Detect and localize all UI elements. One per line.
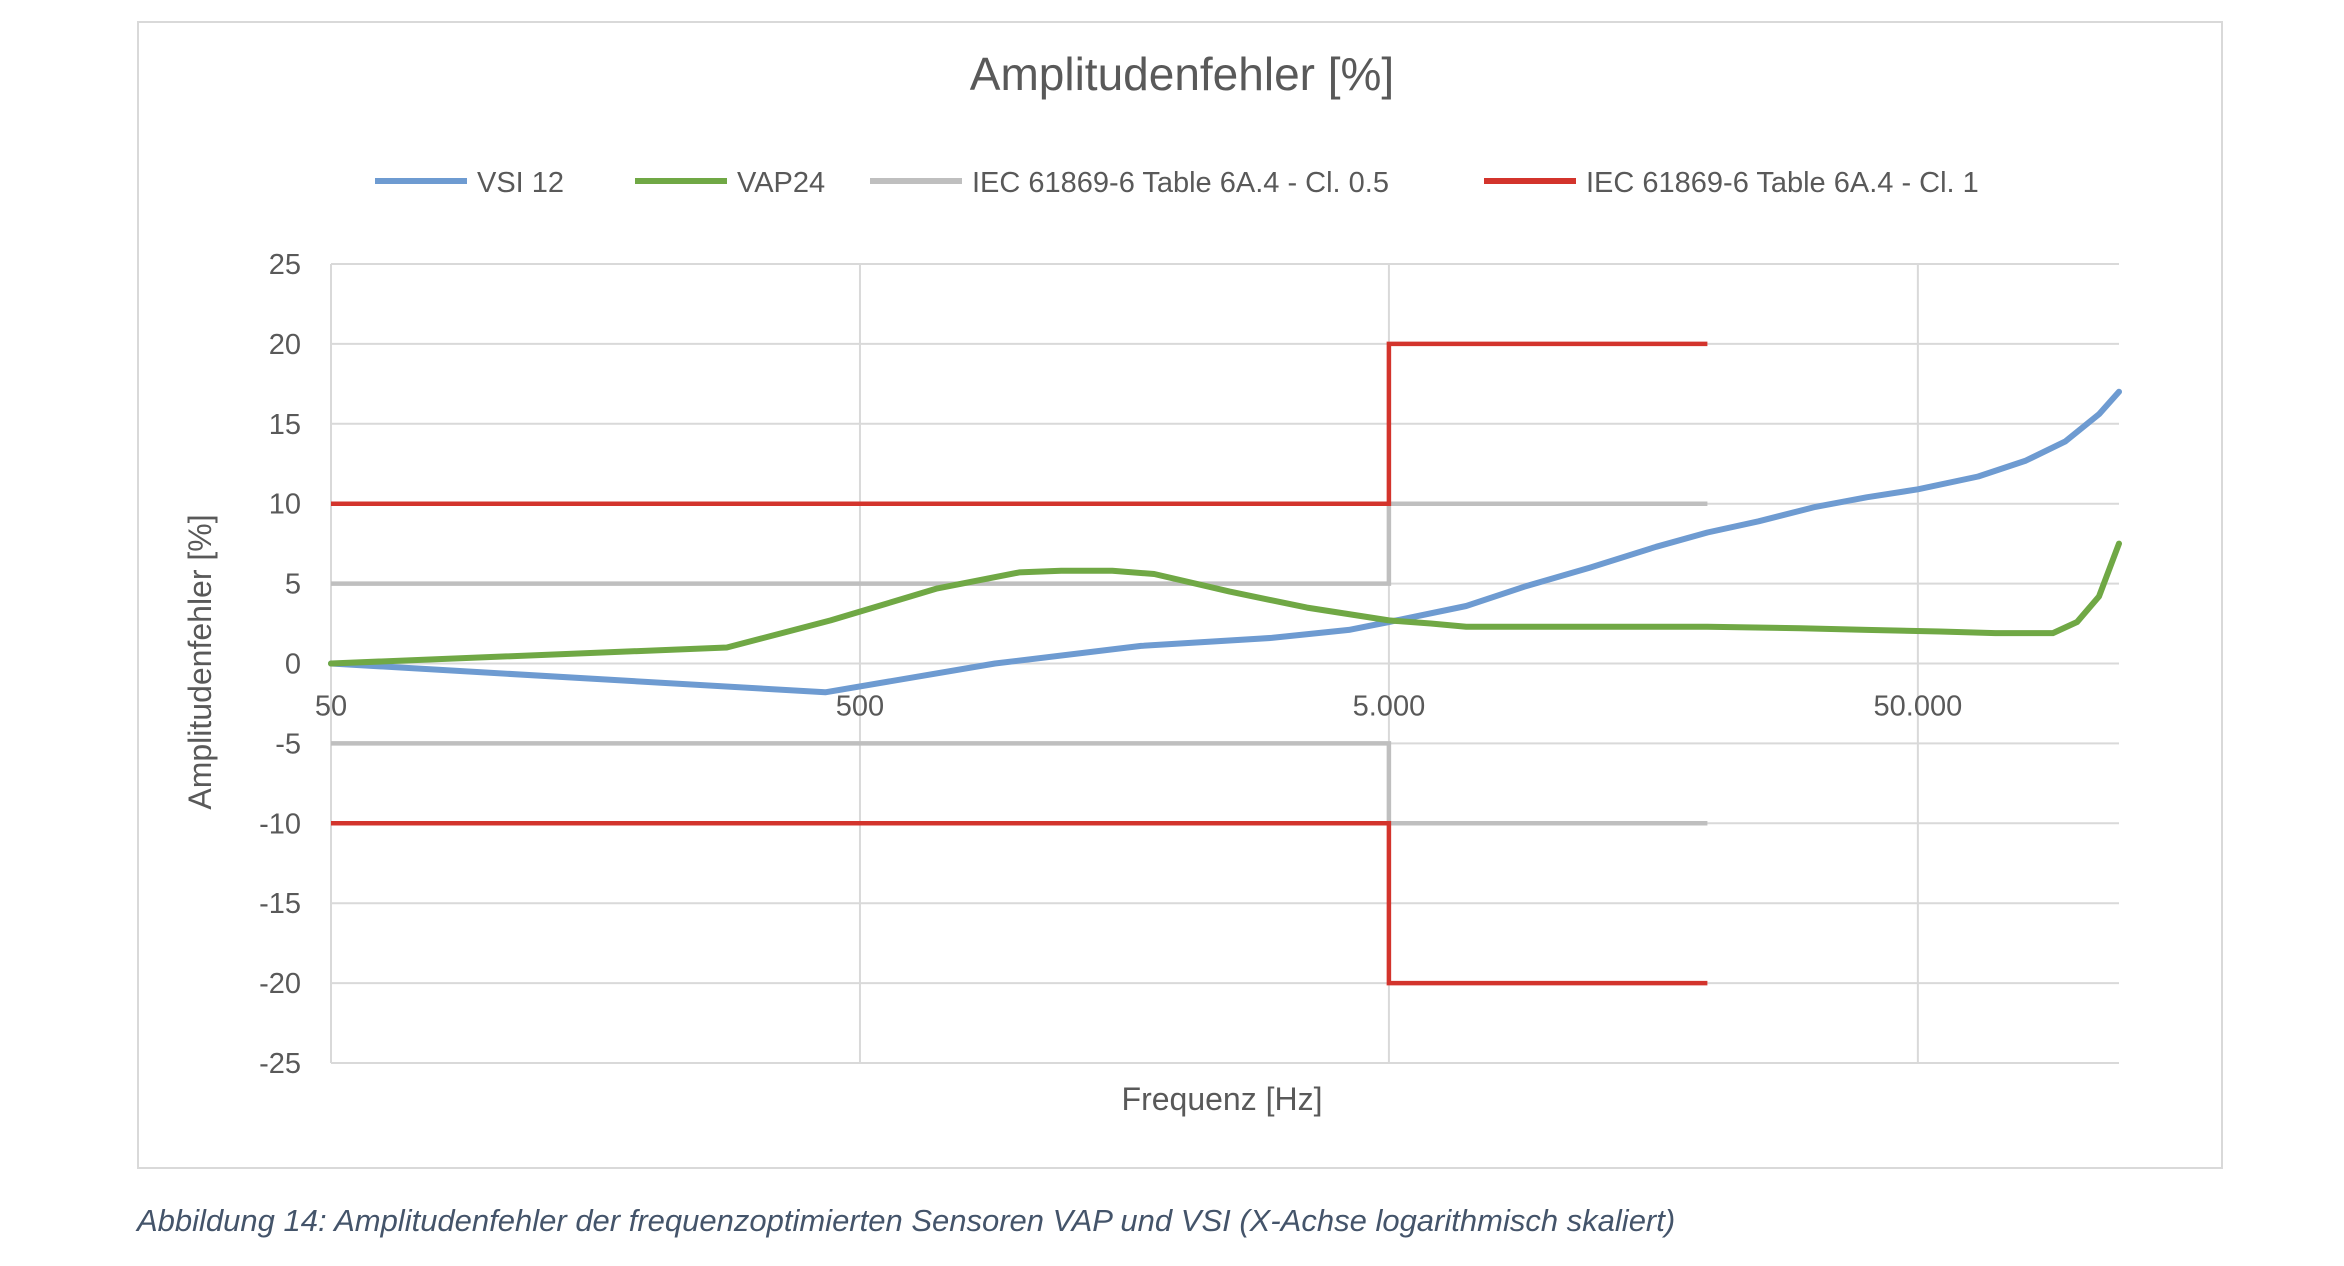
- x-tick-label: 500: [836, 691, 884, 723]
- x-tick-labels: 50 500 5.000 50.000: [315, 691, 1962, 723]
- figure-caption: Abbildung 14: Amplitudenfehler der frequ…: [137, 1203, 1676, 1238]
- series-limit-line: [331, 501, 1708, 586]
- series-limit-line: [331, 821, 1708, 986]
- y-tick-label: 10: [269, 489, 301, 521]
- series-line: [328, 540, 2122, 667]
- y-tick-labels: 25 20 15 10 5 0 -5 -10 -15 -20 -25: [259, 249, 301, 1080]
- chart-svg: Amplitudenfehler [%] VSI 12 VAP24 IEC 6186…: [182, 48, 2122, 1117]
- legend-label: IEC 61869-6 Table 6A.4 - Cl. 1: [1586, 167, 1979, 199]
- x-axis-label: Frequenz [Hz]: [1122, 1081, 1323, 1117]
- y-tick-label: 25: [269, 249, 301, 281]
- legend-label: VSI 12: [477, 167, 564, 199]
- y-tick-label: 20: [269, 329, 301, 361]
- y-tick-label: -25: [259, 1048, 301, 1080]
- series-limit-line: [331, 741, 1708, 826]
- x-tick-label: 5.000: [1353, 691, 1426, 723]
- y-axis-label: Amplitudenfehler [%]: [182, 514, 218, 809]
- series-group: [328, 341, 2122, 986]
- x-tick-label: 50: [315, 691, 347, 723]
- y-tick-label: 15: [269, 409, 301, 441]
- y-tick-label: 0: [285, 649, 301, 681]
- y-tick-label: -15: [259, 888, 301, 920]
- legend-label: IEC 61869-6 Table 6A.4 - Cl. 0.5: [972, 167, 1389, 199]
- x-tick-label: 50.000: [1874, 691, 1963, 723]
- y-tick-label: 5: [285, 569, 301, 601]
- legend-label: VAP24: [737, 167, 825, 199]
- series-line: [328, 388, 2122, 696]
- legend: VSI 12 VAP24 IEC 61869-6 Table 6A.4 - Cl. …: [375, 167, 1979, 199]
- y-tick-label: -20: [259, 968, 301, 1000]
- chart-frame: Amplitudenfehler [%] VSI 12 VAP24 IEC 6186…: [137, 21, 2223, 1169]
- y-tick-label: -5: [275, 728, 301, 760]
- y-tick-label: -10: [259, 808, 301, 840]
- series-limit-line: [331, 341, 1708, 506]
- grid: [330, 263, 2119, 1064]
- chart-title: Amplitudenfehler [%]: [970, 48, 1394, 100]
